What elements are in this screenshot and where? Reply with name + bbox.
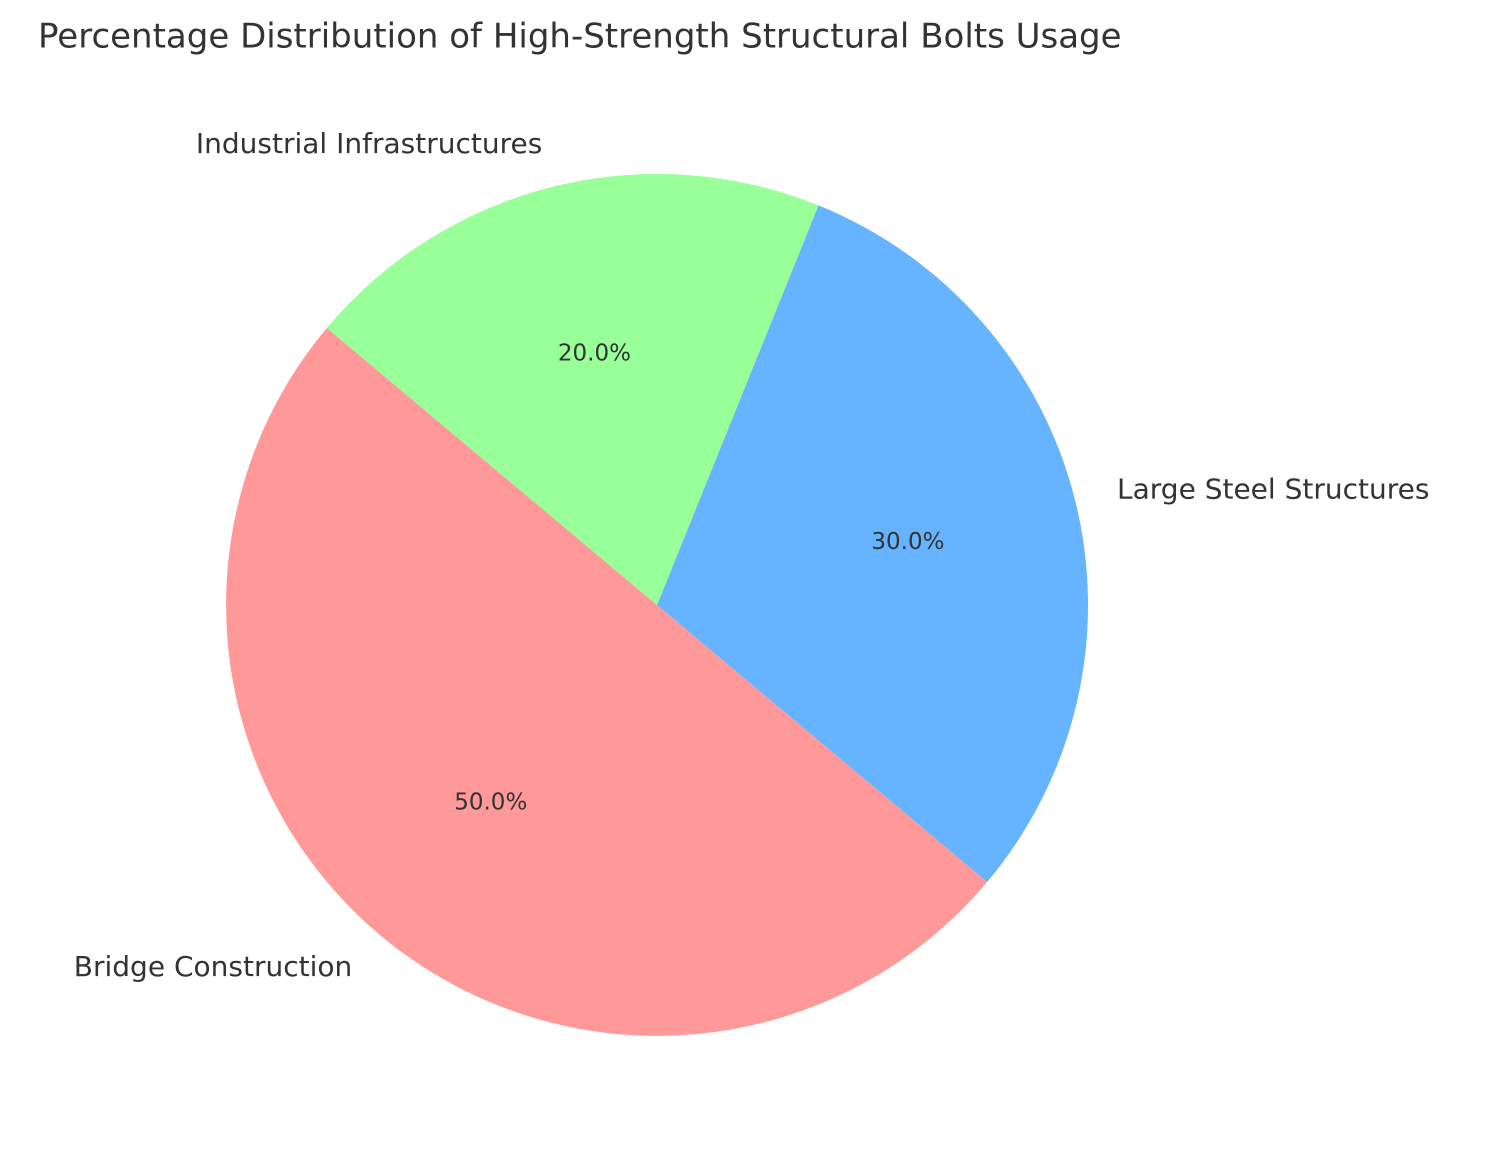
pie-slice <box>326 173 819 605</box>
value-label: 30.0% <box>871 529 944 555</box>
pie-slice <box>657 205 1088 883</box>
slice-label: Large Steel Structures <box>1117 472 1429 505</box>
slice-label: Bridge Construction <box>74 950 352 983</box>
chart-title: Percentage Distribution of High-Strength… <box>38 17 1122 57</box>
slice-label: Industrial Infrastructures <box>196 127 542 160</box>
pie-slice <box>226 327 988 1036</box>
value-label: 50.0% <box>454 790 527 816</box>
value-label: 20.0% <box>558 341 631 367</box>
